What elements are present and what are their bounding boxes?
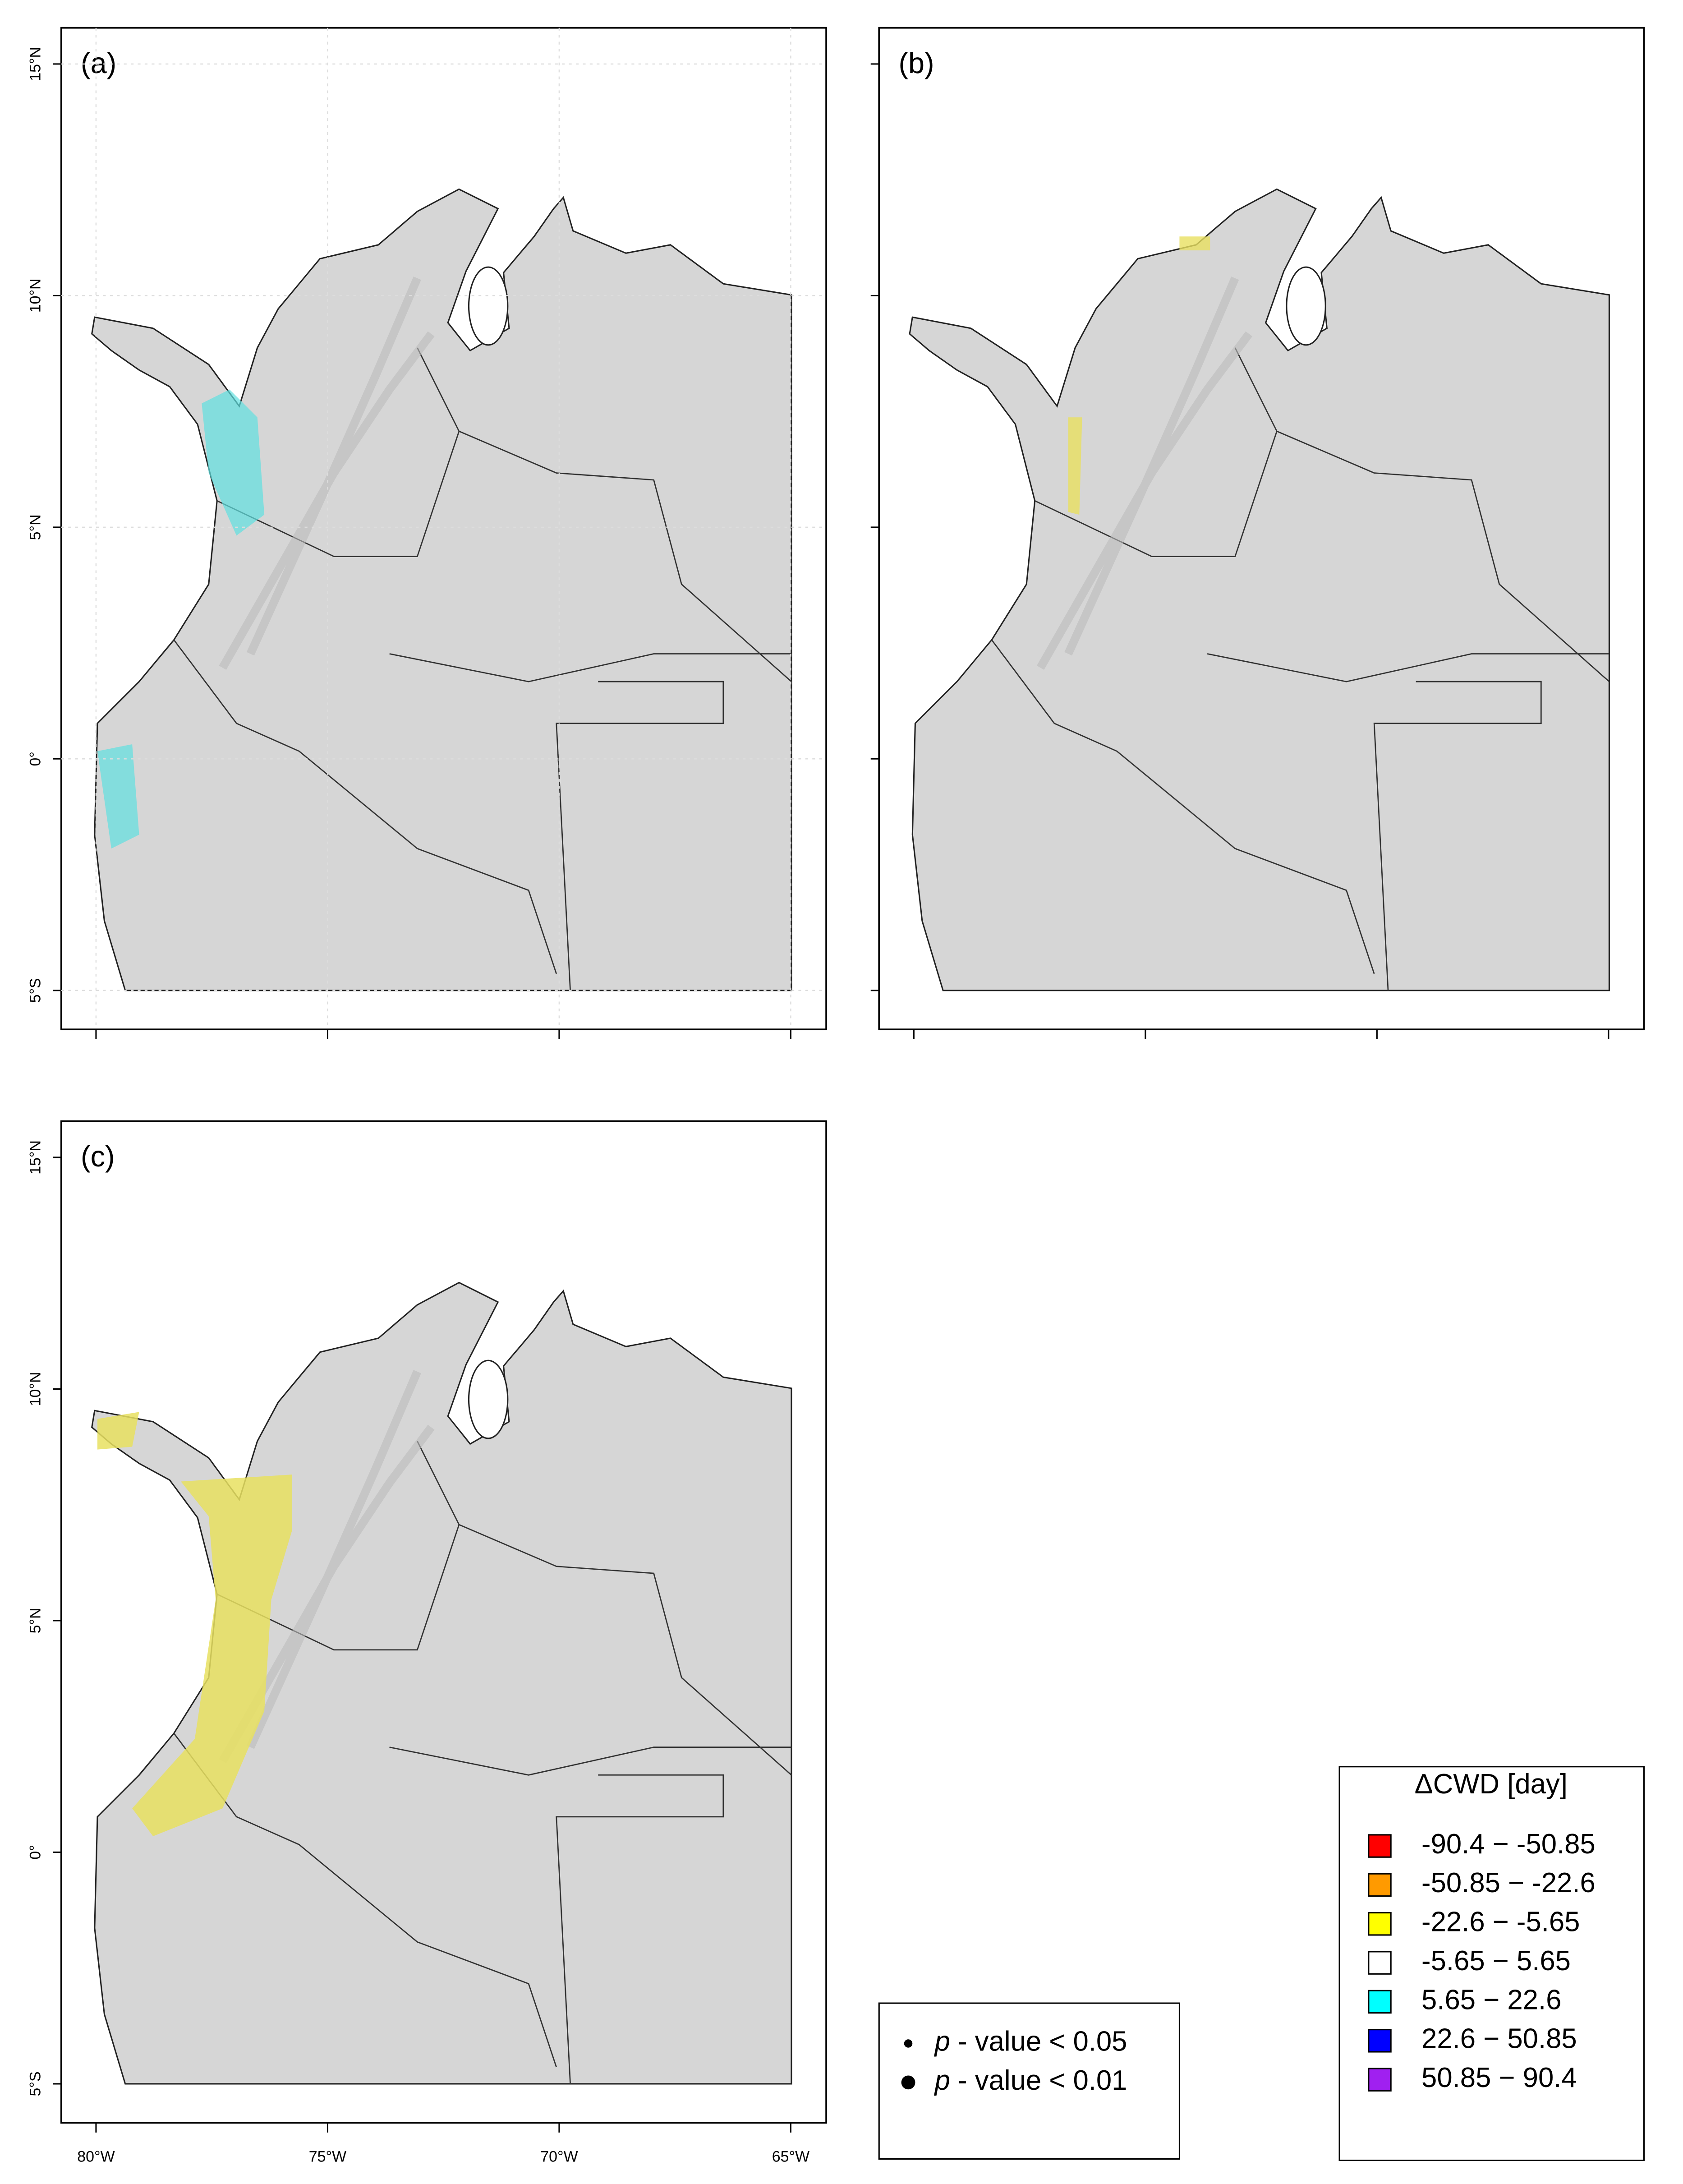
panel-label: (c)	[81, 1140, 115, 1173]
yellow-patch	[97, 1412, 292, 1836]
lat-tick-label: 15°N	[27, 1140, 44, 1175]
legend-swatch	[1368, 1873, 1392, 1897]
lon-tick-label: 80°W	[77, 2148, 115, 2165]
lon-tick-label: 65°W	[772, 2148, 809, 2165]
legend-swatch	[1368, 2029, 1392, 2053]
legend-label: -90.4 − -50.85	[1421, 1829, 1596, 1860]
lat-tick-label: 5°S	[27, 978, 44, 1003]
p-symbol: p	[934, 2065, 950, 2096]
lon-tick-label: 70°W	[540, 2148, 578, 2165]
p-text: - value < 0.01	[950, 2065, 1127, 2096]
legend-label: -50.85 − -22.6	[1421, 1867, 1596, 1898]
legend-label: 22.6 − 50.85	[1421, 2023, 1577, 2055]
cyan-patch	[97, 389, 265, 849]
panel-b: (b)	[878, 27, 1645, 1031]
lat-tick-label: 10°N	[27, 278, 44, 313]
p-legend-label: p - value < 0.05	[934, 2026, 1127, 2057]
panel-label: (b)	[898, 46, 934, 79]
p-legend: p - value < 0.05p - value < 0.01	[878, 2002, 1180, 2160]
legend-swatch	[1368, 1951, 1392, 1975]
p-legend-dot	[904, 2039, 913, 2048]
lon-tick-label: 75°W	[309, 2148, 346, 2165]
lat-tick-label: 0°	[27, 1845, 44, 1859]
p-legend-label: p - value < 0.01	[934, 2065, 1127, 2096]
legend-label: -5.65 − 5.65	[1421, 1945, 1571, 1977]
p-text: - value < 0.05	[950, 2026, 1127, 2057]
p-legend-box	[878, 2002, 1180, 2160]
lat-tick-label: 5°N	[27, 514, 44, 540]
lat-tick-label: 10°N	[27, 1372, 44, 1406]
legend: ΔCWD [day] -90.4 − -50.85 -50.85 − -22.6 -…	[1338, 1766, 1645, 2161]
lat-tick-label: 0°	[27, 751, 44, 766]
p-legend-dot	[901, 2075, 915, 2090]
lat-tick-label: 5°N	[27, 1608, 44, 1633]
legend-swatch	[1368, 2068, 1392, 2092]
panel-c: (c)	[60, 1120, 827, 2124]
legend-swatch	[1368, 1912, 1392, 1936]
legend-swatch	[1368, 1990, 1392, 2014]
lat-tick-label: 15°N	[27, 47, 44, 81]
legend-title: ΔCWD [day]	[1415, 1769, 1568, 1800]
legend-swatch	[1368, 1834, 1392, 1858]
panel-a: (a)	[60, 27, 827, 1031]
legend-label: -22.6 − -5.65	[1421, 1907, 1580, 1938]
panel-label: (a)	[81, 46, 116, 79]
lat-tick-label: 5°S	[27, 2071, 44, 2096]
p-symbol: p	[934, 2026, 950, 2057]
legend-label: 50.85 − 90.4	[1421, 2062, 1577, 2093]
legend-label: 5.65 − 22.6	[1421, 1984, 1561, 2015]
